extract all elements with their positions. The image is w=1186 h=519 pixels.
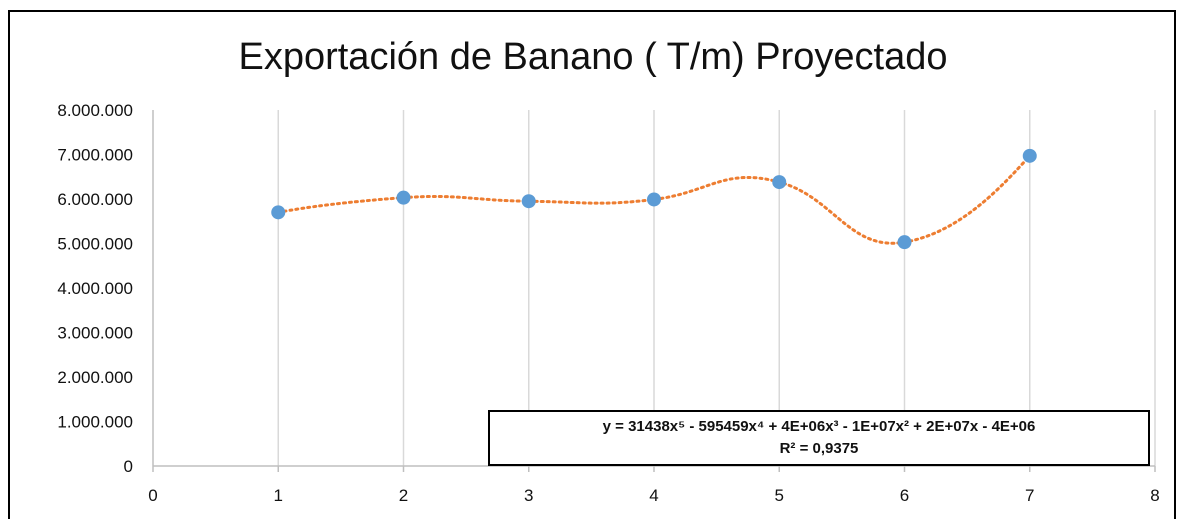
tick-labels-layer: 0 1 2 3 4 5 6 7 8 0 1.000.000 2.000.000 3.000.000 4.0… bbox=[57, 101, 1159, 505]
x-tick-label: 3 bbox=[524, 486, 533, 505]
y-tick-label: 5.000.000 bbox=[57, 235, 133, 254]
data-points-layer bbox=[271, 148, 1037, 250]
x-tick-label: 6 bbox=[900, 486, 909, 505]
grid-layer bbox=[277, 110, 1156, 466]
x-tick-label: 0 bbox=[148, 486, 157, 505]
y-tick-label: 8.000.000 bbox=[57, 101, 133, 120]
x-tick-label: 4 bbox=[649, 486, 658, 505]
chart-title: Exportación de Banano ( T/m) Proyectado bbox=[238, 36, 948, 78]
y-tick-label: 1.000.000 bbox=[57, 413, 133, 432]
data-point bbox=[647, 192, 661, 207]
data-point bbox=[897, 235, 912, 250]
data-point bbox=[271, 205, 286, 220]
y-tick-label: 6.000.000 bbox=[57, 190, 133, 209]
data-point bbox=[1022, 148, 1037, 163]
trendline-equation: y = 31438x⁵ - 595459x⁴ + 4E+06x³ - 1E+07… bbox=[602, 418, 1036, 435]
data-point bbox=[396, 190, 411, 205]
y-tick-label: 2.000.000 bbox=[57, 368, 133, 387]
trendline-equation-box: y = 31438x⁵ - 595459x⁴ + 4E+06x³ - 1E+07… bbox=[488, 410, 1150, 466]
data-point bbox=[772, 175, 787, 190]
data-point bbox=[521, 194, 536, 209]
x-tick-label: 5 bbox=[775, 486, 784, 505]
y-tick-label: 0 bbox=[124, 457, 133, 476]
x-tick-label: 8 bbox=[1150, 486, 1159, 505]
x-tick-label: 1 bbox=[274, 486, 283, 505]
x-tick-label: 2 bbox=[399, 486, 408, 505]
trendline-r-squared: R² = 0,9375 bbox=[779, 440, 859, 457]
y-tick-label: 7.000.000 bbox=[57, 146, 133, 165]
x-tick-label: 7 bbox=[1025, 486, 1034, 505]
y-tick-label: 4.000.000 bbox=[57, 279, 133, 298]
axis-layer bbox=[152, 110, 1156, 472]
y-tick-label: 3.000.000 bbox=[57, 324, 133, 343]
